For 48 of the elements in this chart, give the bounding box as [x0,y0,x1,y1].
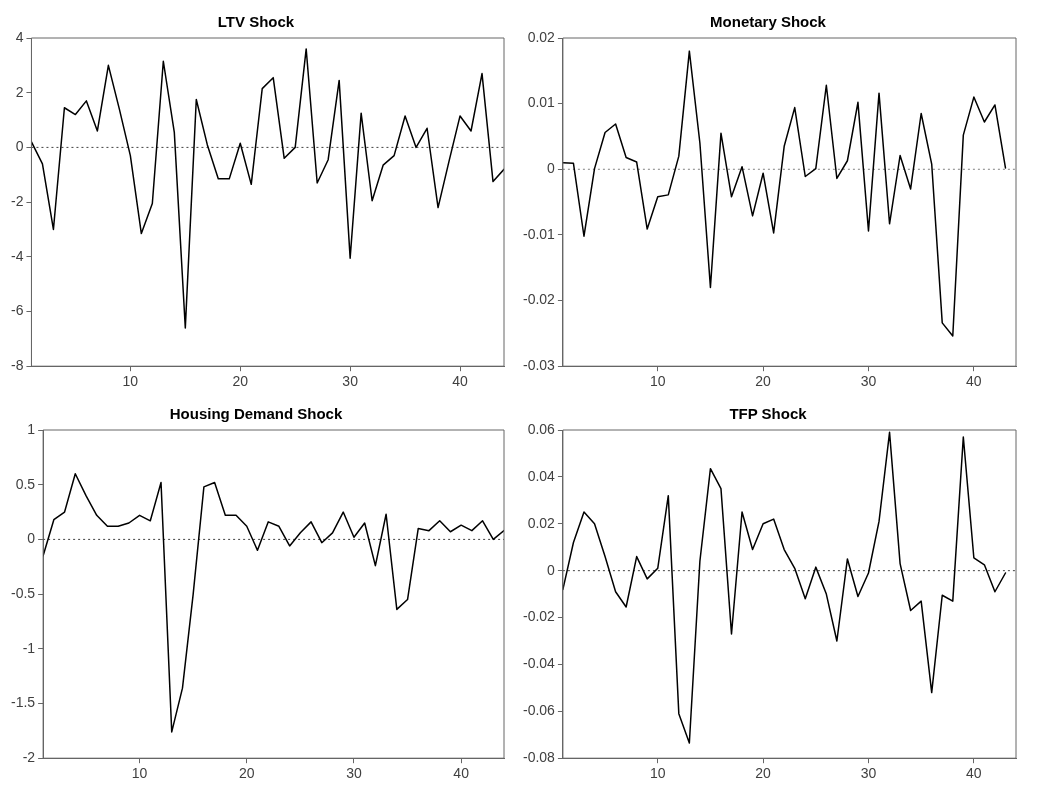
y-tick-label: -0.01 [522,225,556,242]
x-tick-label: 40 [452,373,469,390]
y-tick-label: 4 [15,28,24,45]
x-tick-label: 10 [122,373,139,390]
chart-title: LTV Shock [217,13,295,31]
x-tick-label: 30 [342,373,359,390]
y-tick-label: -1.5 [11,694,36,711]
y-tick-label: 0 [547,561,556,578]
y-tick-label: -0.5 [11,584,36,601]
x-tick-label: 40 [966,765,982,782]
y-tick-label: -4 [11,247,24,264]
x-tick-label: 20 [755,373,772,390]
x-tick-label: 40 [453,765,470,782]
y-tick-label: 0.02 [527,514,556,531]
y-tick-label: -0.02 [522,608,556,625]
y-tick-label: 2 [15,83,24,100]
x-tick-label: 40 [966,373,982,390]
y-tick-label: -0.04 [522,655,556,672]
x-tick-label: 10 [131,765,148,782]
y-tick-label: -2 [22,749,36,766]
chart-title: Monetary Shock [710,13,827,31]
chart-title: Housing Demand Shock [169,405,343,423]
x-tick-label: 30 [346,765,362,782]
y-tick-label: -2 [11,192,24,209]
y-tick-label: -6 [11,302,24,319]
y-tick-label: 0 [27,530,36,547]
x-tick-label: 20 [232,373,249,390]
y-tick-label: 1 [27,420,36,437]
y-tick-label: 0.02 [527,28,556,45]
y-tick-label: -0.06 [522,702,556,719]
x-tick-label: 30 [860,373,877,390]
y-tick-label: -0.03 [522,357,556,374]
x-tick-label: 20 [755,765,772,782]
y-tick-label: -0.02 [522,291,556,308]
x-tick-label: 10 [649,373,666,390]
chart-title: TFP Shock [729,405,808,423]
y-tick-label: 0.5 [15,475,36,492]
x-tick-label: 20 [238,765,255,782]
y-tick-label: 0.06 [527,420,556,437]
y-tick-label: -8 [11,357,24,374]
y-tick-label: 0.01 [527,94,556,111]
x-tick-label: 30 [860,765,877,782]
y-tick-label: -0.08 [522,749,556,766]
y-tick-label: -1 [22,639,36,656]
y-tick-label: 0 [547,160,556,177]
y-tick-label: 0.04 [527,467,556,484]
x-tick-label: 10 [649,765,666,782]
y-tick-label: 0 [15,138,24,155]
